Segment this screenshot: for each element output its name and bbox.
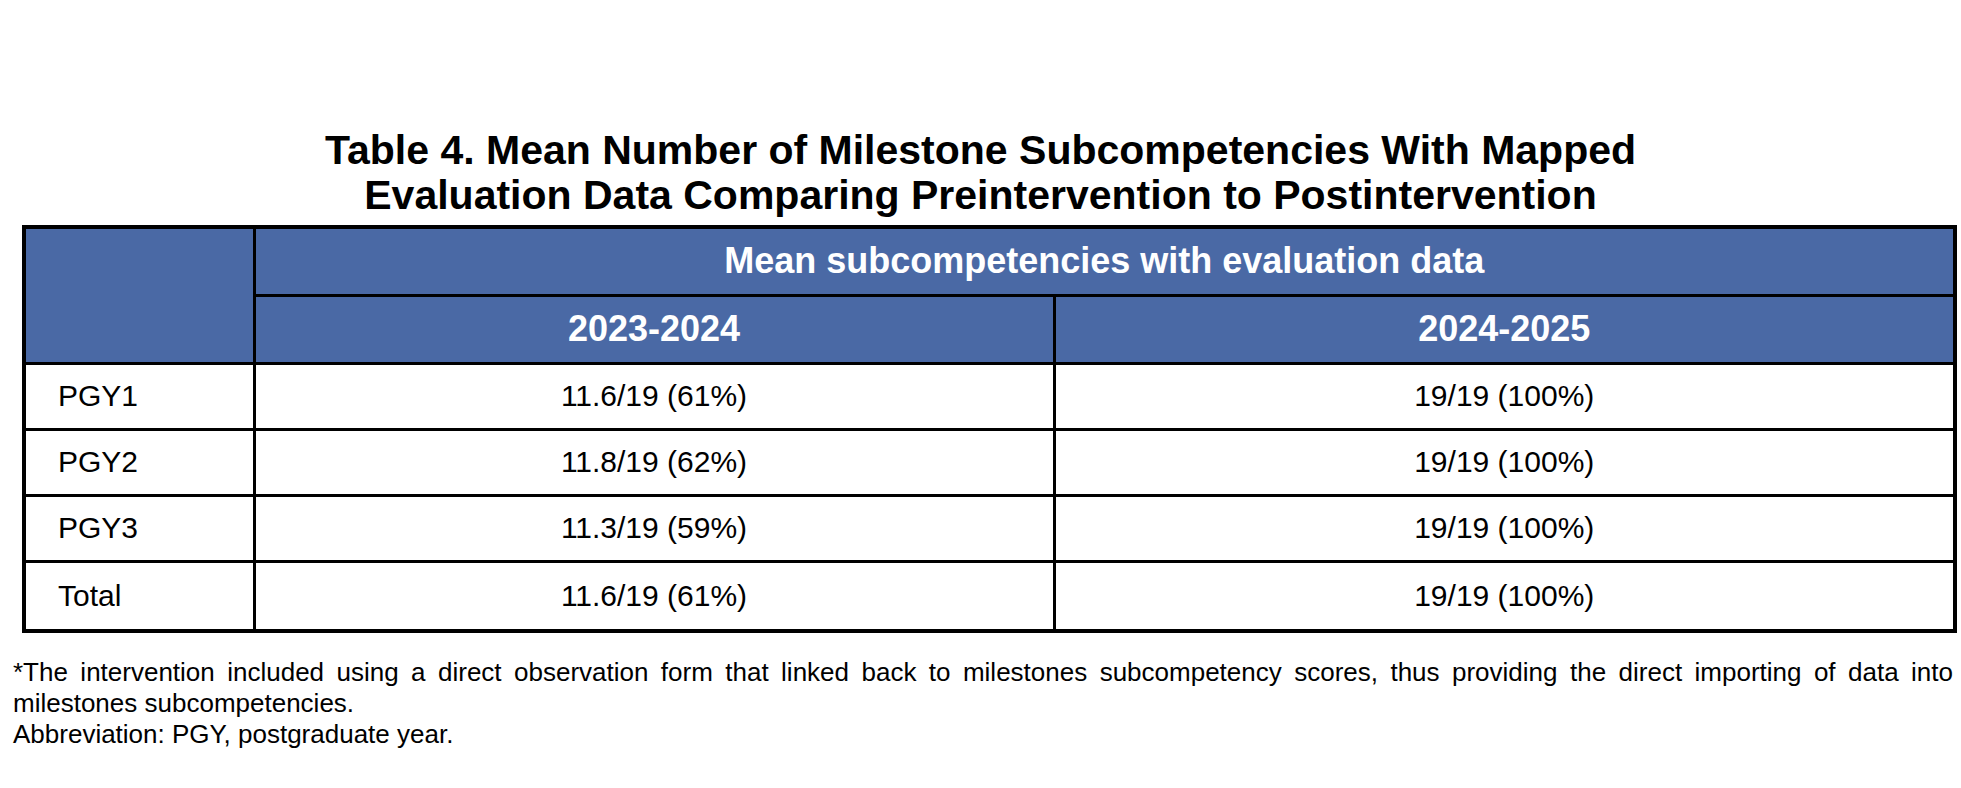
table-title: Table 4. Mean Number of Milestone Subcom… (0, 128, 1961, 218)
milestone-subcompetencies-table: Mean subcompetencies with evaluation dat… (22, 225, 1957, 633)
value-2024-2025: 19/19 (100%) (1054, 561, 1955, 631)
value-2024-2025: 19/19 (100%) (1054, 363, 1955, 429)
footnote-intervention-line2: milestones subcompetencies. (13, 688, 1953, 719)
table-row-total: Total 11.6/19 (61%) 19/19 (100%) (24, 561, 1955, 631)
header-row-group: Mean subcompetencies with evaluation dat… (24, 227, 1955, 295)
table-title-line2: Evaluation Data Comparing Preinterventio… (364, 172, 1596, 218)
table-row-pgy1: PGY1 11.6/19 (61%) 19/19 (100%) (24, 363, 1955, 429)
footnote-intervention-line1: *The intervention included using a direc… (13, 657, 1953, 688)
corner-cell (24, 227, 254, 363)
page: Table 4. Mean Number of Milestone Subcom… (0, 0, 1961, 788)
value-2023-2024: 11.8/19 (62%) (254, 429, 1054, 495)
table-row-pgy2: PGY2 11.8/19 (62%) 19/19 (100%) (24, 429, 1955, 495)
header-row-years: 2023-2024 2024-2025 (24, 295, 1955, 363)
value-2023-2024: 11.6/19 (61%) (254, 561, 1054, 631)
table-row-pgy3: PGY3 11.3/19 (59%) 19/19 (100%) (24, 495, 1955, 561)
group-header-cell: Mean subcompetencies with evaluation dat… (254, 227, 1955, 295)
footnote: *The intervention included using a direc… (13, 657, 1953, 750)
row-label: PGY2 (24, 429, 254, 495)
value-2024-2025: 19/19 (100%) (1054, 495, 1955, 561)
row-label: PGY1 (24, 363, 254, 429)
value-2023-2024: 11.6/19 (61%) (254, 363, 1054, 429)
table-title-line1: Table 4. Mean Number of Milestone Subcom… (325, 127, 1636, 173)
footnote-abbreviation: Abbreviation: PGY, postgraduate year. (13, 719, 1953, 750)
row-label: Total (24, 561, 254, 631)
value-2023-2024: 11.3/19 (59%) (254, 495, 1054, 561)
column-header-2024-2025: 2024-2025 (1054, 295, 1955, 363)
column-header-2023-2024: 2023-2024 (254, 295, 1054, 363)
value-2024-2025: 19/19 (100%) (1054, 429, 1955, 495)
row-label: PGY3 (24, 495, 254, 561)
